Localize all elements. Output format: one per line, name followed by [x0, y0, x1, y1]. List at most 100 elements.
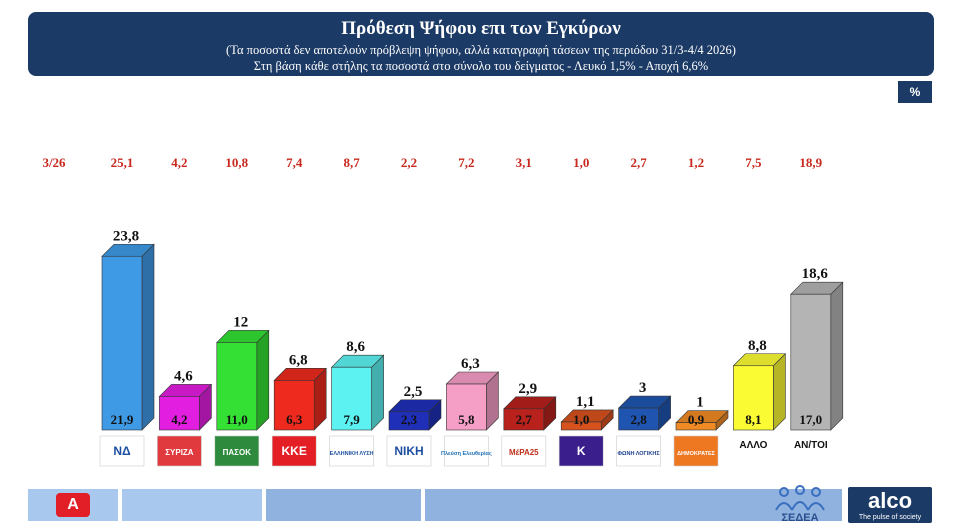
- bar-0: [101, 255, 143, 431]
- chart-subtitle-period: (Τα ποσοστά δεν αποτελούν πρόβλεψη ψήφου…: [226, 43, 736, 57]
- chart-subtitle-basis: Στη βάση κάθε στήλης τα ποσοστά στο σύνο…: [253, 59, 709, 73]
- bar-value-label-10: 1: [696, 395, 704, 411]
- previous-period-label: 3/26: [42, 155, 66, 170]
- bar-base-label-6: 5,8: [458, 412, 475, 427]
- party-logo-tile-8: [558, 435, 604, 467]
- alco-tagline: The pulse of society: [858, 514, 922, 521]
- bar-chart: 3/26 25,1 23,8 21,9 ΝΔ 4,2 4,6 4,2 ΣΥΡΙΖΑ 10,8 12 1…: [42, 155, 844, 467]
- sedea-logo: ΣΕΔΕΑ: [770, 484, 830, 528]
- bar-5: [388, 411, 430, 431]
- bar-base-label-0: 21,9: [111, 412, 134, 427]
- party-logo-2: ΠΑΣΟΚ: [223, 448, 252, 457]
- bar-side-11: [773, 353, 786, 431]
- unit-badge: %: [898, 81, 932, 103]
- party-logo-tile-6: [444, 435, 489, 467]
- footer-bar: Α: [28, 489, 842, 521]
- party-logo-tile-2: [214, 435, 260, 467]
- party-logo-tile-3: [271, 435, 317, 467]
- sedea-people-icon: [775, 485, 825, 511]
- previous-value-6: 7,2: [458, 155, 474, 170]
- bar-12: [790, 293, 832, 431]
- party-logo-tile-5: [386, 435, 432, 467]
- previous-value-4: 8,7: [343, 155, 360, 170]
- bar-base-label-5: 2,3: [401, 412, 418, 427]
- bar-8: [560, 421, 602, 431]
- bar-side-4: [371, 354, 384, 431]
- bar-11: [733, 365, 774, 431]
- previous-value-12: 18,9: [799, 155, 822, 170]
- bar-side-0: [141, 243, 155, 431]
- bar-base-label-9: 2,8: [630, 412, 647, 427]
- party-logo-6: Πλεύση Ελευθερίας: [441, 451, 492, 457]
- party-logo-tile-1: [157, 435, 202, 467]
- footer-panel-3: [266, 489, 421, 521]
- bar-value-label-4: 8,6: [346, 339, 365, 355]
- footer-panel-2: [122, 489, 262, 521]
- alpha-logo: Α: [56, 493, 90, 517]
- bar-base-label-2: 11,0: [226, 412, 248, 427]
- party-logo-1: ΣΥΡΙΖΑ: [165, 448, 194, 457]
- party-logo-tile-4: [329, 435, 374, 467]
- party-logo-tile-10: [673, 435, 719, 467]
- party-logo-12: ΑΝ/ΤΟΙ: [794, 440, 828, 451]
- party-logo-8: Κ: [577, 444, 586, 458]
- party-logo-10: ΔΗΜΟΚΡΑΤΕΣ: [677, 451, 716, 457]
- bar-2: [216, 342, 258, 431]
- bar-side-12: [830, 281, 844, 431]
- previous-value-7: 3,1: [516, 155, 532, 170]
- bar-7: [503, 408, 545, 431]
- bar-value-label-12: 18,6: [802, 266, 829, 282]
- previous-value-9: 2,7: [630, 155, 647, 170]
- party-logo-tile-7: [501, 435, 547, 467]
- bar-value-label-7: 2,9: [518, 381, 537, 397]
- alco-name: alco: [867, 488, 913, 513]
- bar-base-label-1: 4,2: [171, 412, 187, 427]
- bar-base-label-7: 2,7: [516, 412, 533, 427]
- bar-value-label-2: 12: [233, 314, 248, 330]
- party-logo-4: ΕΛΛΗΝΙΚΗ ΛΥΣΗ: [330, 451, 374, 457]
- party-logo-0: ΝΔ: [113, 444, 131, 458]
- party-logo-9: ΦΩΝΗ ΛΟΓΙΚΗΣ: [618, 451, 661, 457]
- previous-value-8: 1,0: [573, 155, 589, 170]
- party-logo-11: ΑΛΛΟ: [739, 440, 767, 451]
- previous-value-0: 25,1: [111, 155, 134, 170]
- previous-value-11: 7,5: [745, 155, 762, 170]
- bar-value-label-3: 6,8: [289, 352, 308, 368]
- party-logo-3: ΚΚΕ: [282, 444, 307, 458]
- previous-value-1: 4,2: [171, 155, 187, 170]
- alco-logo: alco The pulse of society: [848, 487, 932, 523]
- bar-4: [331, 366, 372, 431]
- bar-base-label-3: 6,3: [286, 412, 303, 427]
- bar-10: [675, 422, 717, 431]
- bar-value-label-5: 2,5: [404, 384, 423, 400]
- bar-base-label-4: 7,9: [343, 412, 360, 427]
- bar-side-2: [256, 329, 270, 431]
- chart-header: Πρόθεση Ψήφου επι των Εγκύρων (Τα ποσοστ…: [28, 12, 934, 76]
- footer-panel-4: [425, 489, 842, 521]
- bar-base-label-8: 1,0: [573, 412, 589, 427]
- bar-value-label-6: 6,3: [461, 356, 480, 372]
- party-logo-tile-0: [99, 435, 145, 467]
- bar-base-label-10: 0,9: [688, 412, 705, 427]
- party-logo-5: ΝΙΚΗ: [394, 444, 423, 458]
- bar-value-label-1: 4,6: [174, 368, 193, 384]
- footer-panel-alpha: Α: [28, 489, 118, 521]
- party-logo-7: ΜέΡΑ25: [509, 448, 539, 457]
- party-logo-tile-9: [616, 435, 661, 467]
- bar-value-label-0: 23,8: [113, 228, 139, 244]
- bar-6: [446, 383, 487, 431]
- bar-base-label-12: 17,0: [799, 412, 822, 427]
- chart-title: Πρόθεση Ψήφου επι των Εγκύρων: [341, 18, 621, 39]
- bar-9: [618, 407, 659, 431]
- bar-1: [159, 396, 200, 431]
- sedea-text: ΣΕΔΕΑ: [781, 512, 819, 524]
- bar-value-label-9: 3: [639, 380, 647, 396]
- bar-3: [273, 380, 315, 431]
- previous-value-10: 1,2: [688, 155, 704, 170]
- previous-value-5: 2,2: [401, 155, 417, 170]
- previous-value-3: 7,4: [286, 155, 303, 170]
- bar-value-label-11: 8,8: [748, 338, 767, 354]
- bar-base-label-11: 8,1: [745, 412, 761, 427]
- bar-value-label-8: 1,1: [576, 394, 595, 410]
- previous-value-2: 10,8: [225, 155, 248, 170]
